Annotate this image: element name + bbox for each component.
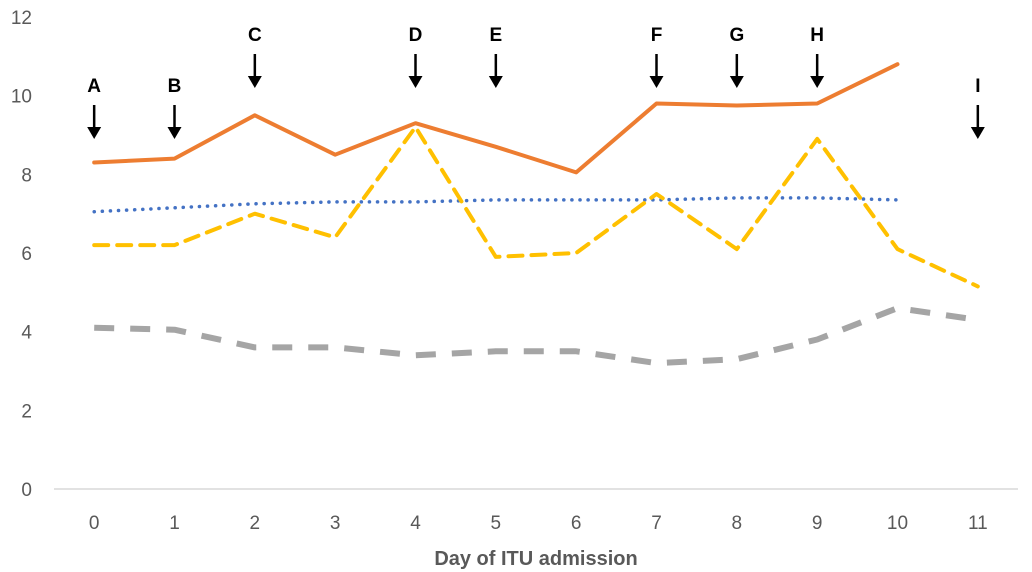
y-tick-label: 6 — [21, 244, 32, 265]
x-tick-label: 8 — [732, 513, 743, 534]
annotation-label: H — [810, 25, 824, 46]
annotation-G: G — [729, 25, 744, 88]
annotation-E: E — [488, 25, 503, 88]
annotation-arrow-head — [87, 127, 102, 139]
x-tick-label: 2 — [250, 513, 261, 534]
annotation-layer: A B C D E F G H I — [87, 25, 985, 139]
series-line-dashed — [92, 125, 980, 289]
annotation-label: A — [87, 76, 101, 97]
annotation-arrow-head — [970, 127, 985, 139]
x-tick-label: 10 — [887, 513, 908, 534]
y-tick-label: 10 — [11, 87, 32, 108]
annotation-label: C — [248, 25, 262, 46]
annotation-arrow-head — [488, 76, 503, 88]
x-tick-label: 1 — [169, 513, 180, 534]
annotation-arrow-head — [247, 76, 262, 88]
x-tick-label: 11 — [968, 513, 988, 534]
x-tick-label: 9 — [812, 513, 823, 534]
annotation-label: I — [975, 76, 980, 97]
y-tick-label: 8 — [21, 165, 32, 186]
series-line-dotted — [92, 196, 900, 214]
annotation-label: E — [489, 25, 502, 46]
x-axis-title: Day of ITU admission — [434, 548, 637, 570]
annotation-label: F — [651, 25, 663, 46]
y-tick-label: 12 — [11, 8, 32, 29]
y-tick-label: 4 — [21, 323, 32, 344]
series-line-long-dashed — [94, 305, 979, 367]
annotation-H: H — [810, 25, 825, 88]
annotation-A: A — [87, 76, 101, 139]
series-line-solid — [92, 62, 900, 175]
annotation-B: B — [167, 76, 182, 139]
x-tick-label: 0 — [89, 513, 100, 534]
annotation-label: B — [168, 76, 182, 97]
annotation-C: C — [247, 25, 262, 88]
annotation-arrow-head — [167, 127, 182, 139]
y-tick-label: 2 — [21, 401, 32, 422]
annotation-arrow-head — [810, 76, 825, 88]
annotation-label: G — [729, 25, 744, 46]
x-tick-label: 6 — [571, 513, 582, 534]
annotation-arrow-head — [408, 76, 423, 88]
x-tick-label: 3 — [330, 513, 341, 534]
y-axis-ticks: 0 2 4 6 8 10 12 — [11, 8, 33, 501]
annotation-F: F — [649, 25, 664, 88]
x-tick-label: 7 — [651, 513, 662, 534]
x-axis-ticks: 0 1 2 3 4 5 6 7 8 9 10 11 — [89, 513, 988, 534]
x-tick-label: 5 — [491, 513, 502, 534]
annotation-arrow-head — [649, 76, 664, 88]
x-tick-label: 4 — [410, 513, 421, 534]
y-tick-label: 0 — [21, 480, 32, 501]
annotation-I: I — [970, 76, 985, 139]
annotation-D: D — [408, 25, 423, 88]
annotation-label: D — [409, 25, 423, 46]
annotation-arrow-head — [729, 76, 744, 88]
series-layer — [92, 62, 980, 367]
